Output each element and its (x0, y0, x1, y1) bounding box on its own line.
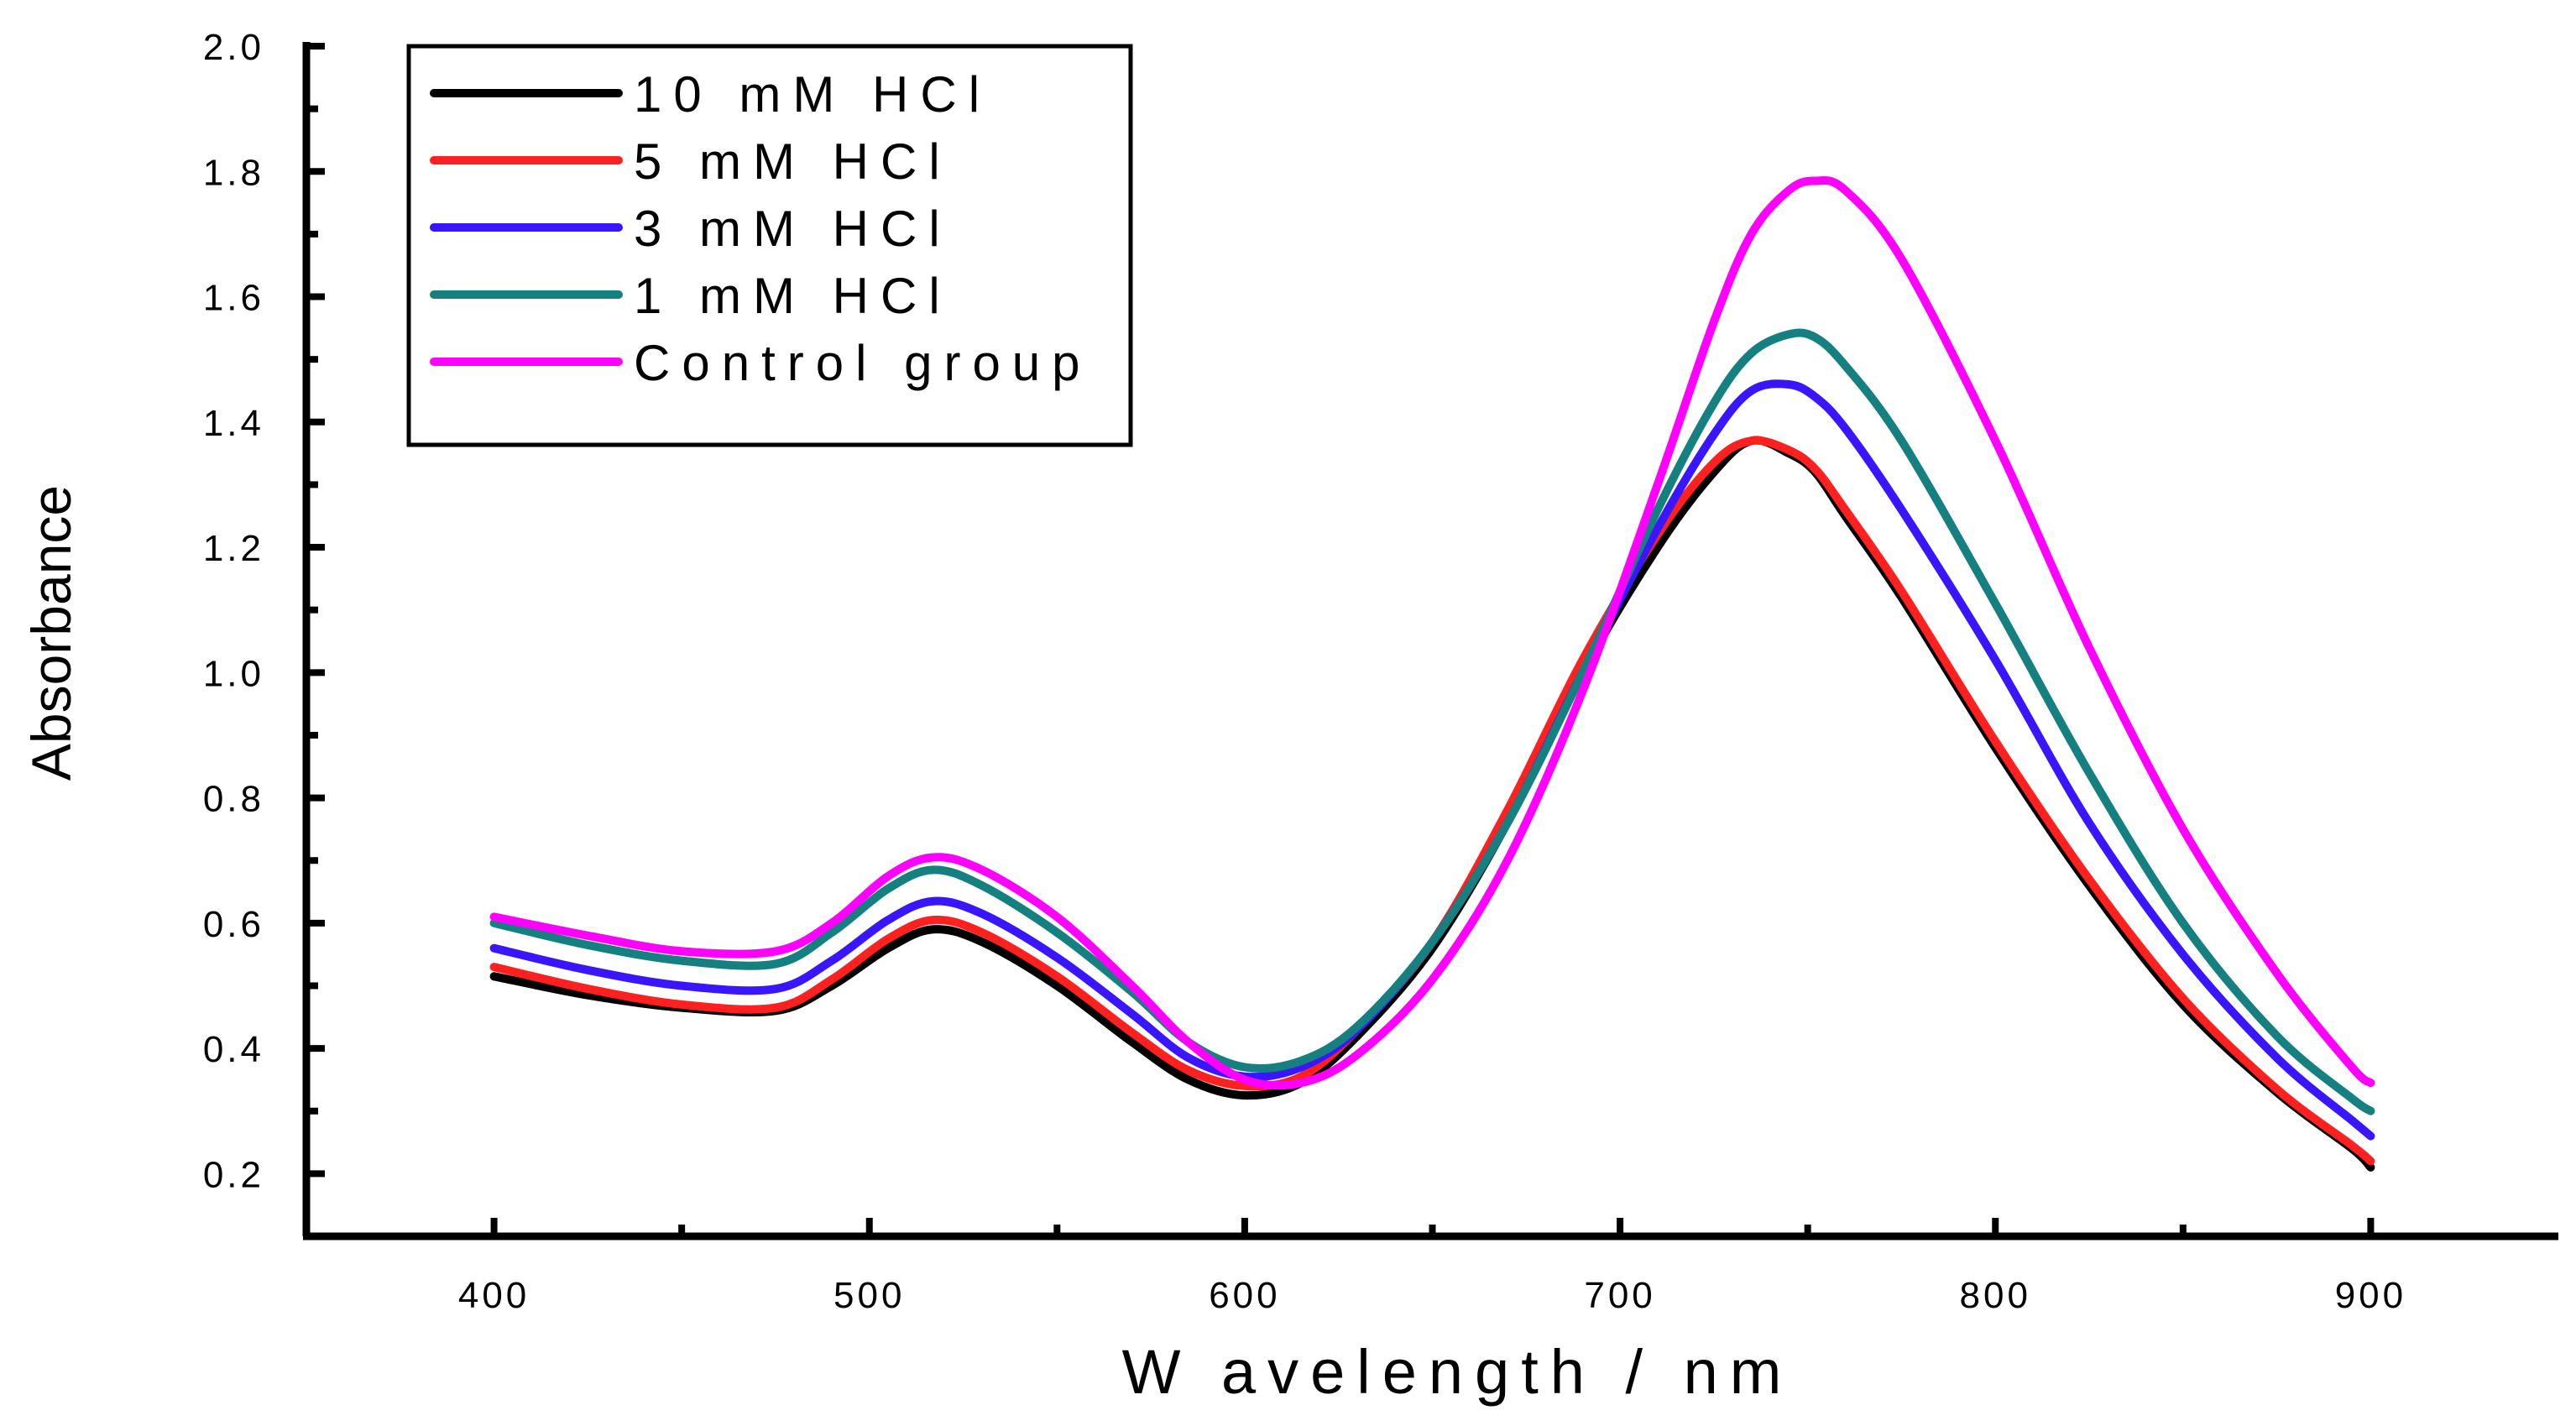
series-line-5 (489, 175, 2375, 1090)
x-tick-label: 400 (458, 1275, 530, 1316)
legend: 10 mM HCl 5 mM HCl 3 mM HCl 1 mM HCl Control… (406, 44, 1133, 447)
y-tick-label: 0.2 (203, 1154, 264, 1195)
y-tick-label: 0.6 (203, 904, 264, 945)
x-axis-title: W avelength / nm (1122, 1337, 1794, 1407)
y-axis-title: Absorbance (20, 485, 82, 781)
legend-label: 5 mM HCl (634, 133, 952, 190)
series-line-1 (489, 436, 2375, 1172)
legend-label: 10 mM HCl (634, 66, 991, 123)
y-tick-label: 1.6 (203, 278, 264, 319)
legend-label: 3 mM HCl (634, 201, 952, 257)
legend-label: 1 mM HCl (634, 268, 952, 324)
series-group (489, 175, 2375, 1172)
y-tick-label: 1.8 (203, 152, 264, 193)
y-tick-label: 1.4 (203, 403, 264, 444)
series-line-4 (489, 328, 2375, 1115)
series-line-2 (489, 436, 2375, 1166)
x-tick-label: 600 (1209, 1275, 1280, 1316)
y-tick-label: 0.4 (203, 1029, 264, 1070)
legend-box (406, 44, 1133, 447)
y-tick-label: 1.2 (203, 528, 264, 569)
legend-label: Control group (634, 335, 1092, 391)
series-line-3 (489, 379, 2375, 1141)
x-tick-label: 500 (833, 1275, 905, 1316)
y-tick-label: 1.0 (203, 653, 264, 694)
axes (302, 42, 2558, 1241)
y-tick-label: 0.8 (203, 779, 264, 820)
y-tick-label: 2.0 (203, 27, 264, 68)
x-tick-label: 700 (1584, 1275, 1655, 1316)
x-tick-label: 800 (1960, 1275, 2031, 1316)
x-tick-label: 900 (2335, 1275, 2406, 1316)
